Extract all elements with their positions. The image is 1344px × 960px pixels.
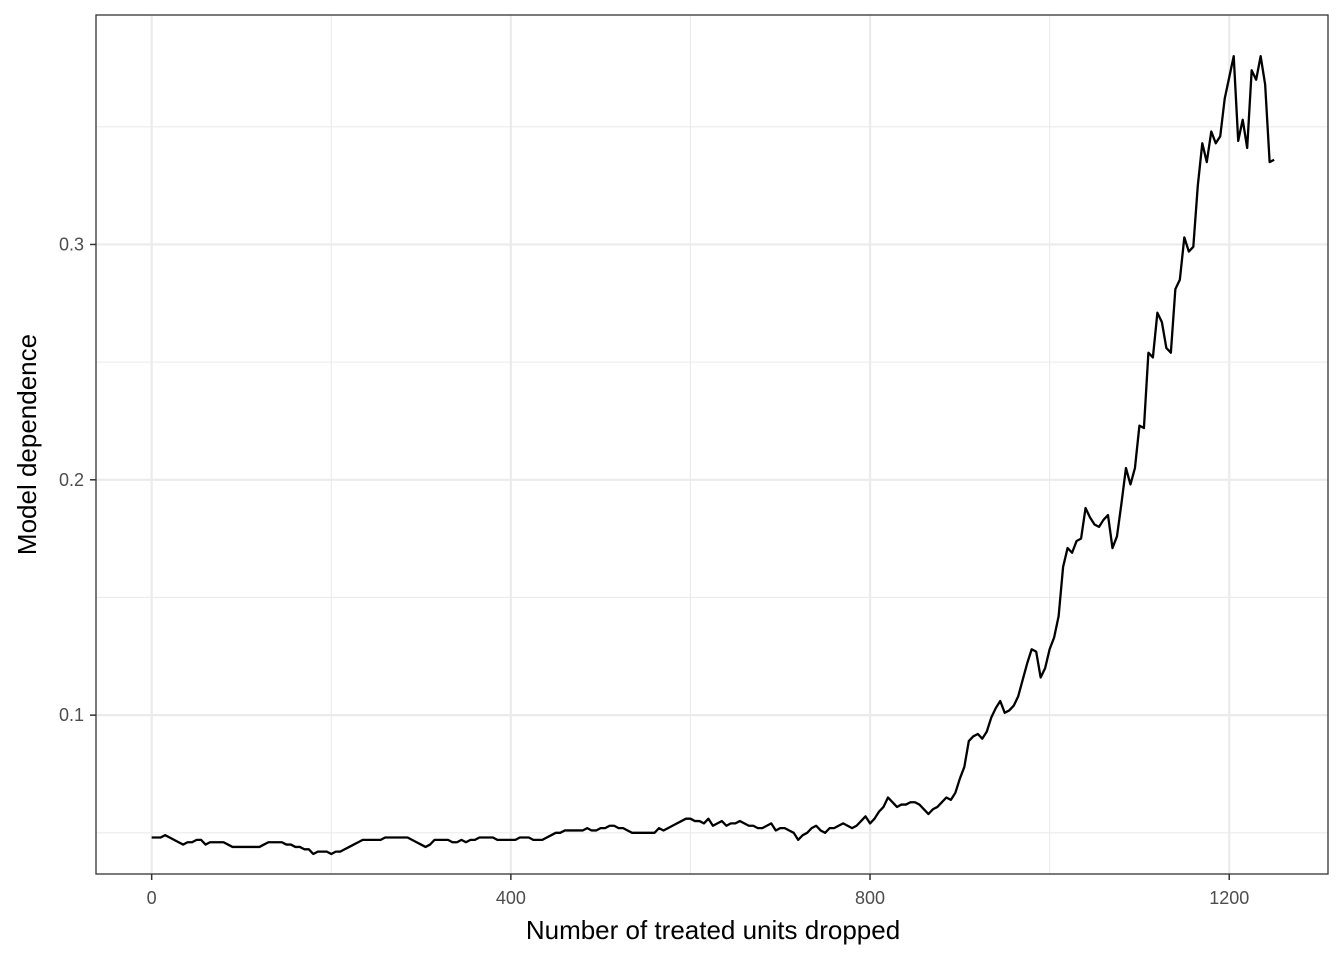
series-line bbox=[151, 55, 1275, 856]
x-tick-label-0: 0 bbox=[147, 888, 157, 908]
x-axis: 0 400 800 1200 bbox=[147, 874, 1249, 908]
x-axis-title: Number of treated units dropped bbox=[526, 915, 900, 945]
y-tick-label-1: 0.2 bbox=[59, 470, 84, 490]
x-tick-label-2: 800 bbox=[855, 888, 885, 908]
y-tick-label-0: 0.1 bbox=[59, 705, 84, 725]
y-tick-label-2: 0.3 bbox=[59, 234, 84, 254]
major-gridlines bbox=[96, 15, 1328, 874]
panel-border bbox=[95, 14, 1329, 875]
minor-gridlines bbox=[96, 15, 1328, 874]
y-axis: 0.1 0.2 0.3 bbox=[59, 234, 96, 725]
y-axis-title: Model dependence bbox=[12, 334, 42, 555]
x-tick-label-1: 400 bbox=[496, 888, 526, 908]
x-tick-label-3: 1200 bbox=[1209, 888, 1249, 908]
